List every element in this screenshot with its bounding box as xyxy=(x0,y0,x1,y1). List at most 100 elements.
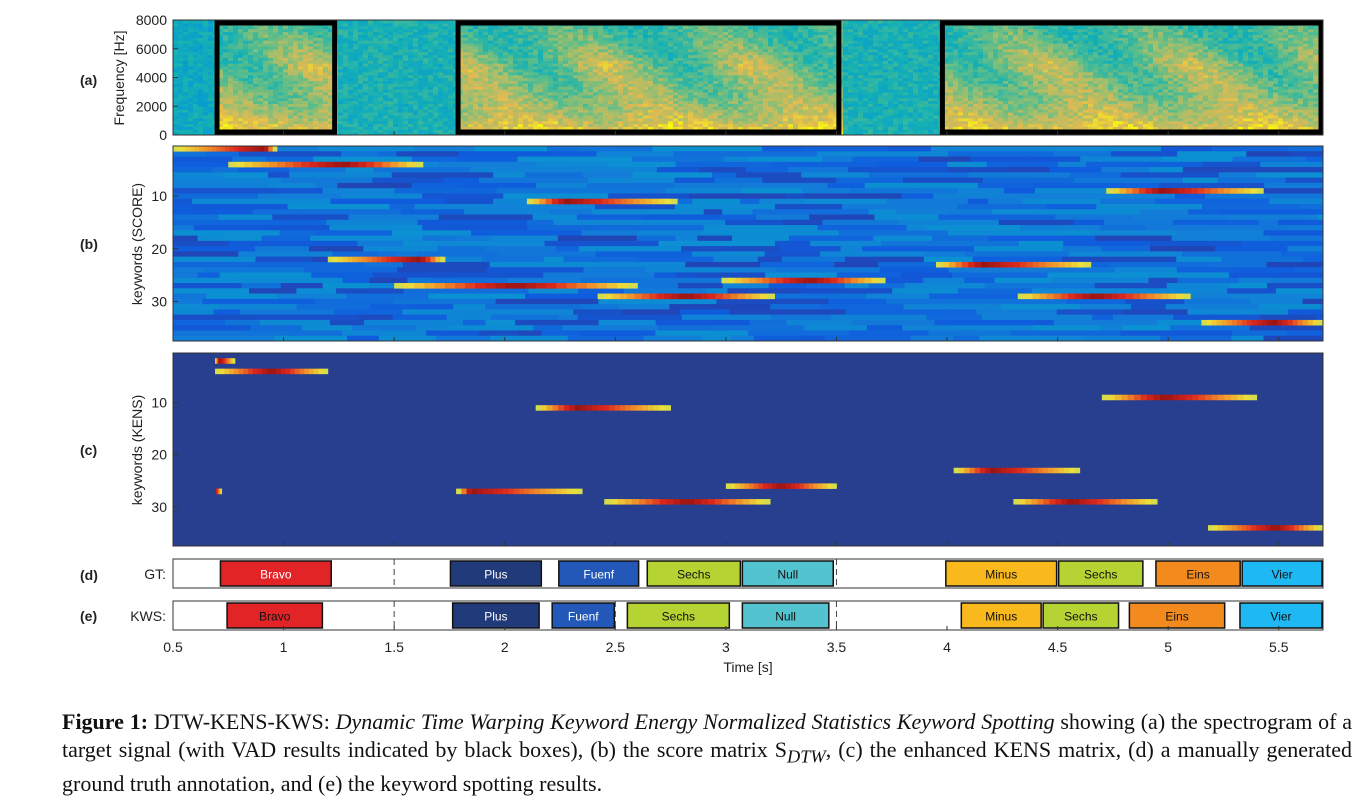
spectrogram-cell xyxy=(493,83,499,87)
spectrogram-cell xyxy=(298,71,304,76)
spectrogram-cell xyxy=(768,91,774,96)
spectrogram-cell xyxy=(493,40,499,44)
spectrogram-cell xyxy=(268,68,274,73)
spectrogram-cell xyxy=(268,112,274,116)
spectrogram-cell xyxy=(313,43,319,47)
spectrogram-cell xyxy=(788,40,794,44)
spectrogram-cell xyxy=(398,83,404,87)
spectrogram-cell xyxy=(458,40,464,44)
spectrogram-cell xyxy=(388,37,394,41)
spectrogram-cell xyxy=(463,71,469,76)
spectrogram-cell xyxy=(363,117,369,122)
spectrogram-cell xyxy=(288,74,294,79)
spectrogram-cell xyxy=(578,31,584,35)
spectrogram-cell xyxy=(533,94,539,99)
spectrogram-cell xyxy=(343,80,349,84)
spectrogram-cell xyxy=(273,77,279,81)
spectrogram-cell xyxy=(743,100,749,104)
spectrogram-cell xyxy=(443,74,449,79)
spectrogram-cell xyxy=(218,63,224,67)
spectrogram-cell xyxy=(228,112,234,116)
spectrogram-cell xyxy=(678,60,684,64)
spectrogram-cell xyxy=(293,31,299,35)
spectrogram-cell xyxy=(758,114,764,119)
spectrogram-cell xyxy=(273,80,279,84)
spectrogram-cell xyxy=(553,100,559,104)
spectrogram-cell xyxy=(263,43,269,47)
spectrogram-cell xyxy=(663,123,669,127)
spectrogram-cell xyxy=(463,106,469,110)
spectrogram-cell xyxy=(773,103,779,107)
spectrogram-cell xyxy=(418,123,424,127)
spectrogram-cell xyxy=(328,97,334,102)
spectrogram-cell xyxy=(243,57,249,61)
spectrogram-cell xyxy=(338,74,344,79)
spectrogram-cell xyxy=(753,91,759,96)
spectrogram-cell xyxy=(303,57,309,61)
spectrogram-cell xyxy=(598,31,604,35)
spectrogram-cell xyxy=(318,86,324,90)
spectrogram-cell xyxy=(783,86,789,90)
spectrogram-cell xyxy=(768,51,774,56)
spectrogram-cell xyxy=(253,40,259,44)
spectrogram-cell xyxy=(398,117,404,122)
spectrogram-cell xyxy=(793,114,799,119)
spectrogram-cell xyxy=(203,20,209,24)
spectrogram-cell xyxy=(628,120,634,125)
spectrogram-cell xyxy=(748,97,754,102)
spectrogram-cell xyxy=(353,66,359,70)
spectrogram-cell xyxy=(778,57,784,61)
spectrogram-cell xyxy=(438,25,444,30)
spectrogram-cell xyxy=(748,100,754,104)
spectrogram-cell xyxy=(398,112,404,116)
spectrogram-cell xyxy=(668,91,674,96)
spectrogram-cell xyxy=(183,63,189,67)
spectrogram-cell xyxy=(338,28,344,33)
spectrogram-cell xyxy=(218,91,224,96)
spectrogram-cell xyxy=(523,57,529,61)
spectrogram-cell xyxy=(758,80,764,84)
spectrogram-cell xyxy=(728,83,734,87)
spectrogram-cell xyxy=(683,31,689,35)
spectrogram-cell xyxy=(613,68,619,73)
spectrogram-cell xyxy=(208,43,214,47)
spectrogram-cell xyxy=(298,31,304,35)
spectrogram-cell xyxy=(548,112,554,116)
spectrogram-cell xyxy=(743,63,749,67)
spectrogram-cell xyxy=(713,74,719,79)
spectrogram-cell xyxy=(653,31,659,35)
spectrogram-cell xyxy=(383,123,389,127)
spectrogram-cell xyxy=(288,25,294,30)
spectrogram-cell xyxy=(753,80,759,84)
spectrogram-cell xyxy=(183,114,189,119)
spectrogram-cell xyxy=(338,132,344,135)
spectrogram-cell xyxy=(203,132,209,135)
spectrogram-cell xyxy=(613,89,619,93)
spectrogram-cell xyxy=(283,120,289,125)
spectrogram-cell xyxy=(358,89,364,93)
spectrogram-cell xyxy=(198,94,204,99)
spectrogram-cell xyxy=(593,126,599,130)
spectrogram-cell xyxy=(378,43,384,47)
spectrogram-cell xyxy=(713,91,719,96)
spectrogram-cell xyxy=(203,94,209,99)
spectrogram-cell xyxy=(253,43,259,47)
spectrogram-cell xyxy=(608,123,614,127)
spectrogram-cell xyxy=(548,63,554,67)
spectrogram-cell xyxy=(203,112,209,116)
spectrogram-cell xyxy=(413,106,419,110)
spectrogram-cell xyxy=(518,80,524,84)
spectrogram-cell xyxy=(518,48,524,53)
spectrogram-cell xyxy=(438,123,444,127)
spectrogram-cell xyxy=(488,71,494,76)
spectrogram-cell xyxy=(248,117,254,122)
spectrogram-cell xyxy=(668,97,674,102)
spectrogram-cell xyxy=(173,37,179,41)
spectrogram-cell xyxy=(463,45,469,50)
spectrogram-cell xyxy=(438,91,444,96)
spectrogram-cell xyxy=(613,31,619,35)
spectrogram-cell xyxy=(688,40,694,44)
spectrogram-cell xyxy=(483,109,489,113)
spectrogram-cell xyxy=(253,37,259,41)
spectrogram-cell xyxy=(473,71,479,76)
